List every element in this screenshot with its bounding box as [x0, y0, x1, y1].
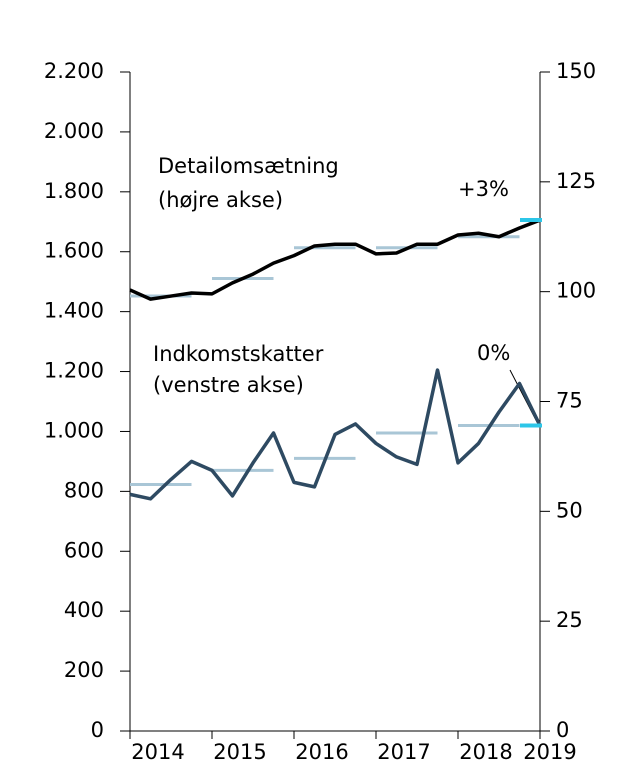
change-label: 0% — [477, 341, 510, 365]
y-tick-label: 1.600 — [44, 239, 104, 263]
x-tick-label: 2019 — [523, 740, 576, 764]
y-tick-label: 0 — [91, 718, 104, 742]
y2-tick-label: 0 — [556, 718, 569, 742]
x-tick-label: 2015 — [213, 740, 266, 764]
y2-tick-label: 50 — [556, 498, 583, 522]
y2-tick-label: 100 — [556, 279, 596, 303]
y-tick-label: 2.000 — [44, 119, 104, 143]
series-label: Detailomsætning — [158, 154, 339, 178]
y2-tick-label: 150 — [556, 59, 596, 83]
series-label: Indkomstskatter — [153, 342, 324, 366]
y2-tick-label: 25 — [556, 608, 583, 632]
y-tick-label: 1.000 — [44, 418, 104, 442]
y-tick-label: 400 — [64, 598, 104, 622]
y-tick-label: 200 — [64, 658, 104, 682]
x-tick-label: 2016 — [295, 740, 348, 764]
y2-tick-label: 125 — [556, 169, 596, 193]
x-tick-label: 2014 — [131, 740, 184, 764]
series-line — [129, 218, 541, 301]
y-tick-label: 1.400 — [44, 299, 104, 323]
change-label: +3% — [458, 177, 509, 201]
y-tick-label: 1.200 — [44, 359, 104, 383]
y-tick-label: 1.800 — [44, 179, 104, 203]
series-label: (venstre akse) — [153, 373, 304, 397]
x-tick-label: 2017 — [377, 740, 430, 764]
y-tick-label: 2.200 — [44, 59, 104, 83]
y-tick-label: 800 — [64, 478, 104, 502]
y-tick-label: 600 — [64, 538, 104, 562]
x-tick-label: 2018 — [459, 740, 512, 764]
series-label: (højre akse) — [158, 188, 283, 212]
series-line — [129, 368, 542, 501]
y2-tick-label: 75 — [556, 389, 583, 413]
